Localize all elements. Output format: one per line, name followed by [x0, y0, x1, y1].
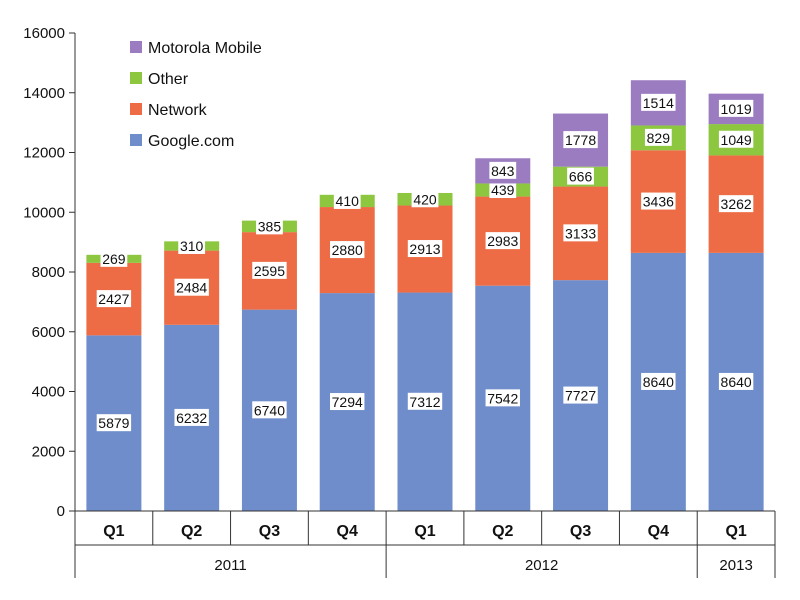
data-label: 2880 — [332, 242, 363, 258]
data-label: 420 — [413, 191, 437, 207]
legend-swatch — [130, 41, 142, 53]
y-tick-label: 8000 — [32, 264, 65, 281]
y-tick-label: 4000 — [32, 384, 65, 401]
data-label: 6740 — [254, 402, 285, 418]
data-label-box — [641, 93, 676, 111]
bars: 5879 2427 269 6232 2484 310 6740 2595 385 7294 288… — [86, 80, 764, 511]
data-label: 269 — [102, 251, 126, 267]
data-label: 7542 — [487, 390, 518, 406]
data-label: 7312 — [409, 394, 440, 410]
data-label: 2427 — [98, 291, 129, 307]
data-label-box — [485, 232, 520, 250]
y-tick-label: 6000 — [32, 324, 65, 341]
data-label: 1778 — [565, 132, 596, 148]
x-category-label: Q1 — [414, 523, 435, 540]
legend-label: Google.com — [148, 133, 234, 150]
data-label: 829 — [647, 130, 671, 146]
x-category-label: Q4 — [648, 523, 669, 540]
x-category-label: Q1 — [103, 523, 124, 540]
y-tick-label: 14000 — [23, 85, 65, 102]
data-label-box — [174, 278, 209, 296]
x-category-label: Q2 — [492, 523, 513, 540]
x-category-label: Q1 — [725, 523, 746, 540]
data-label: 1514 — [643, 95, 674, 111]
data-label-box — [100, 249, 128, 267]
data-label-box — [174, 408, 209, 426]
x-category-label: Q4 — [337, 523, 358, 540]
legend: Motorola Mobile Other Network Google.com — [130, 40, 262, 150]
data-label: 7727 — [565, 388, 596, 404]
data-label-box — [567, 167, 594, 185]
data-label-box — [485, 389, 520, 407]
data-label-box — [489, 181, 517, 199]
data-label: 439 — [491, 182, 515, 198]
y-tick-label: 0 — [57, 503, 65, 520]
data-label-box — [641, 372, 676, 390]
data-label-box — [718, 99, 754, 117]
data-label-box — [563, 386, 598, 404]
data-label: 2484 — [176, 280, 207, 296]
data-label: 6232 — [176, 410, 207, 426]
data-label: 8640 — [721, 374, 752, 390]
data-label-box — [252, 401, 287, 419]
y-tick-label: 12000 — [23, 145, 65, 162]
y-tick-label: 16000 — [23, 25, 65, 42]
data-label: 1019 — [721, 101, 752, 117]
data-label-box — [330, 241, 365, 259]
x-category-label: Q3 — [259, 523, 280, 540]
data-label: 385 — [258, 218, 282, 234]
data-label: 8640 — [643, 374, 674, 390]
data-label: 5879 — [98, 415, 129, 431]
data-label-box — [641, 192, 676, 210]
x-group-label: 2011 — [214, 557, 246, 574]
data-label-box — [563, 224, 598, 242]
legend-swatch — [130, 72, 142, 84]
y-axis: 0 2000 4000 6000 8000 10000 12000 14000 16000 — [23, 25, 76, 520]
legend-label: Other — [148, 71, 189, 88]
y-tick-label: 2000 — [32, 443, 65, 460]
data-label-box — [96, 414, 132, 432]
data-label-box — [330, 393, 365, 411]
data-label: 7294 — [332, 394, 363, 410]
data-label: 310 — [180, 238, 204, 254]
data-label: 410 — [336, 193, 360, 209]
legend-swatch — [130, 134, 142, 146]
data-label-box — [407, 240, 443, 258]
data-label-box — [252, 261, 287, 279]
data-label: 2595 — [254, 263, 285, 279]
y-tick-label: 10000 — [23, 204, 65, 221]
data-label: 666 — [569, 169, 593, 185]
x-group-label: 2013 — [719, 557, 752, 574]
x-axis: Q1 Q2 Q3 Q4 Q1 Q2 Q3 Q4 Q1 2011 2012 2013 — [74, 510, 776, 578]
data-label-box — [563, 131, 598, 149]
data-label-box — [718, 195, 754, 213]
data-label-box — [644, 128, 672, 146]
x-category-label: Q3 — [570, 523, 591, 540]
legend-label: Motorola Mobile — [148, 40, 262, 57]
data-label-box — [718, 130, 754, 148]
x-category-label: Q2 — [181, 523, 202, 540]
data-label: 843 — [491, 163, 515, 179]
data-label: 3262 — [721, 196, 752, 212]
legend-label: Network — [148, 102, 208, 119]
data-label-box — [411, 190, 439, 208]
data-label-box — [96, 290, 132, 308]
data-label: 3133 — [565, 225, 596, 241]
data-label-box — [489, 161, 517, 179]
data-label-box — [718, 372, 754, 390]
data-label-box — [256, 217, 283, 235]
legend-swatch — [130, 103, 142, 115]
data-label-box — [178, 236, 206, 254]
data-label: 2913 — [409, 241, 440, 257]
data-label: 2983 — [487, 233, 518, 249]
x-group-label: 2012 — [525, 557, 558, 574]
data-label-box — [333, 191, 361, 209]
data-label: 3436 — [643, 194, 674, 210]
data-label: 1049 — [721, 132, 752, 148]
data-label-box — [407, 392, 443, 410]
